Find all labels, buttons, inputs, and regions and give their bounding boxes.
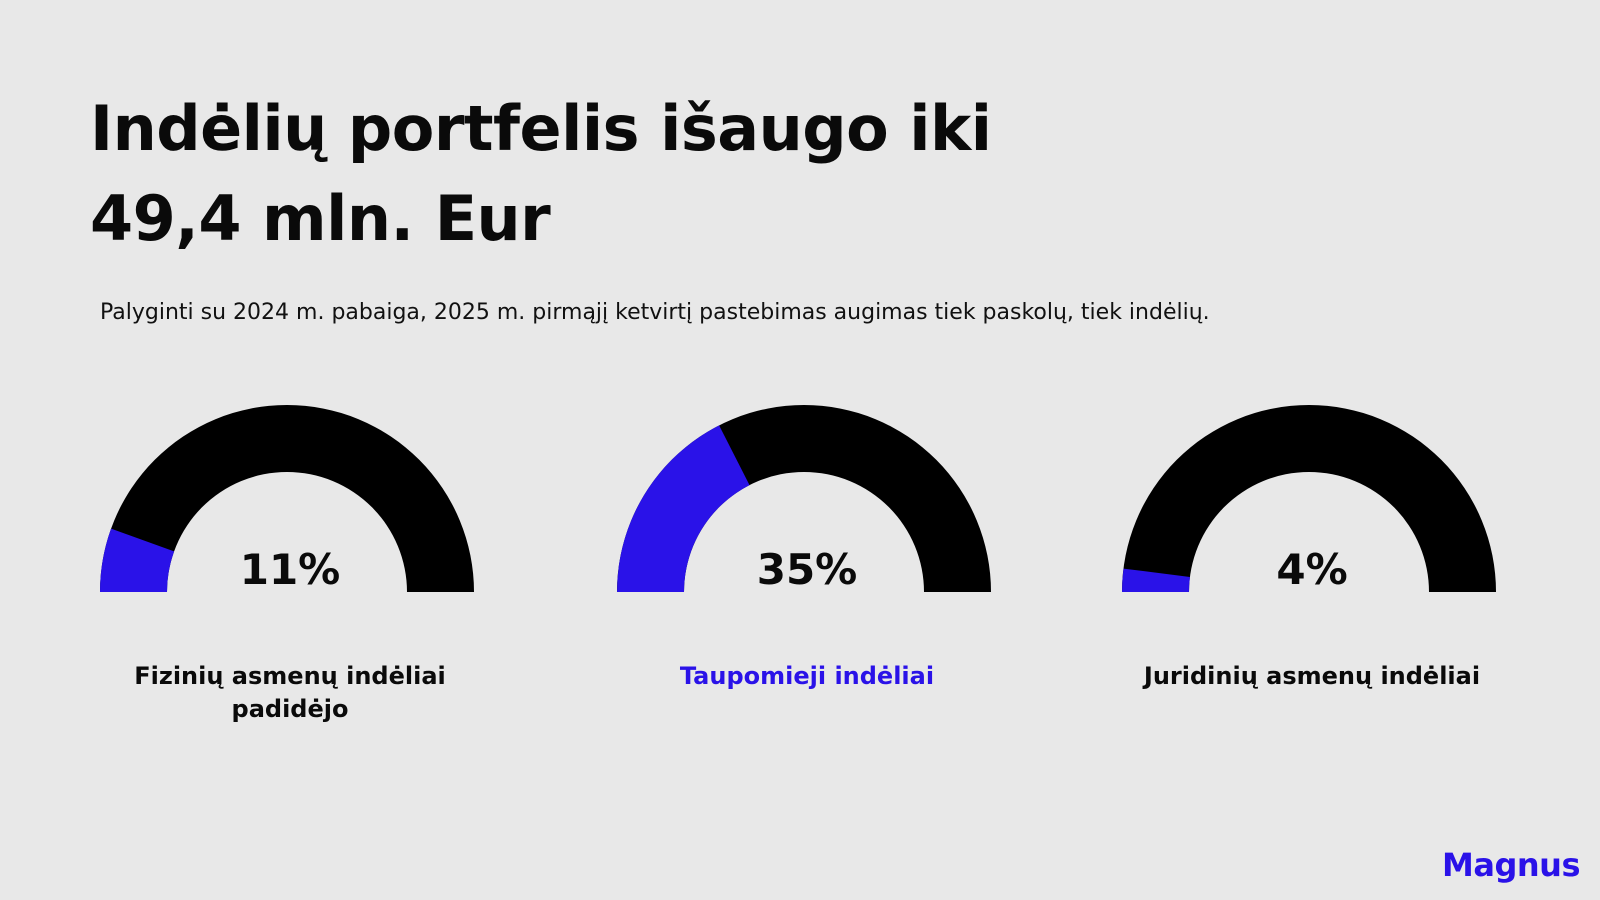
- gauge-label-2: Taupomieji indėliai: [679, 662, 935, 690]
- gauge-value-1: 11%: [239, 545, 341, 594]
- magnus-logo: Magnus: [1442, 846, 1580, 884]
- gauge-label-3: Juridinių asmenų indėliai: [1143, 662, 1481, 690]
- gauge-fill-1: [100, 528, 175, 592]
- gauge-fill-2: [617, 425, 750, 592]
- gauge-fill-3: [1122, 568, 1190, 592]
- gauge-svg-2: [617, 405, 991, 592]
- gauge-svg-3: [1122, 405, 1496, 592]
- gauge-svg-1: [100, 405, 474, 592]
- gauge-chart-3: 4% Juridinių asmenų indėliai: [1122, 405, 1502, 745]
- gauge-chart-1: 11% Fizinių asmenų indėliai padidėjo: [100, 405, 480, 745]
- page-subtitle: Palyginti su 2024 m. pabaiga, 2025 m. pi…: [100, 300, 1210, 325]
- page-title-line-2: 49,4 mln. Eur: [90, 182, 551, 255]
- page-title-line-1: Indėlių portfelis išaugo iki: [90, 92, 992, 165]
- gauge-track-3: [1122, 405, 1496, 592]
- gauge-label-1: Fizinių asmenų indėliai padidėjo: [134, 662, 446, 723]
- gauge-chart-2: 35% Taupomieji indėliai: [617, 405, 997, 745]
- page-title: Indėlių portfelis išaugo iki 49,4 mln. E…: [90, 84, 1190, 264]
- gauge-value-3: 4%: [1276, 545, 1348, 594]
- gauge-value-2: 35%: [756, 545, 858, 594]
- gauge-track-1: [100, 405, 474, 592]
